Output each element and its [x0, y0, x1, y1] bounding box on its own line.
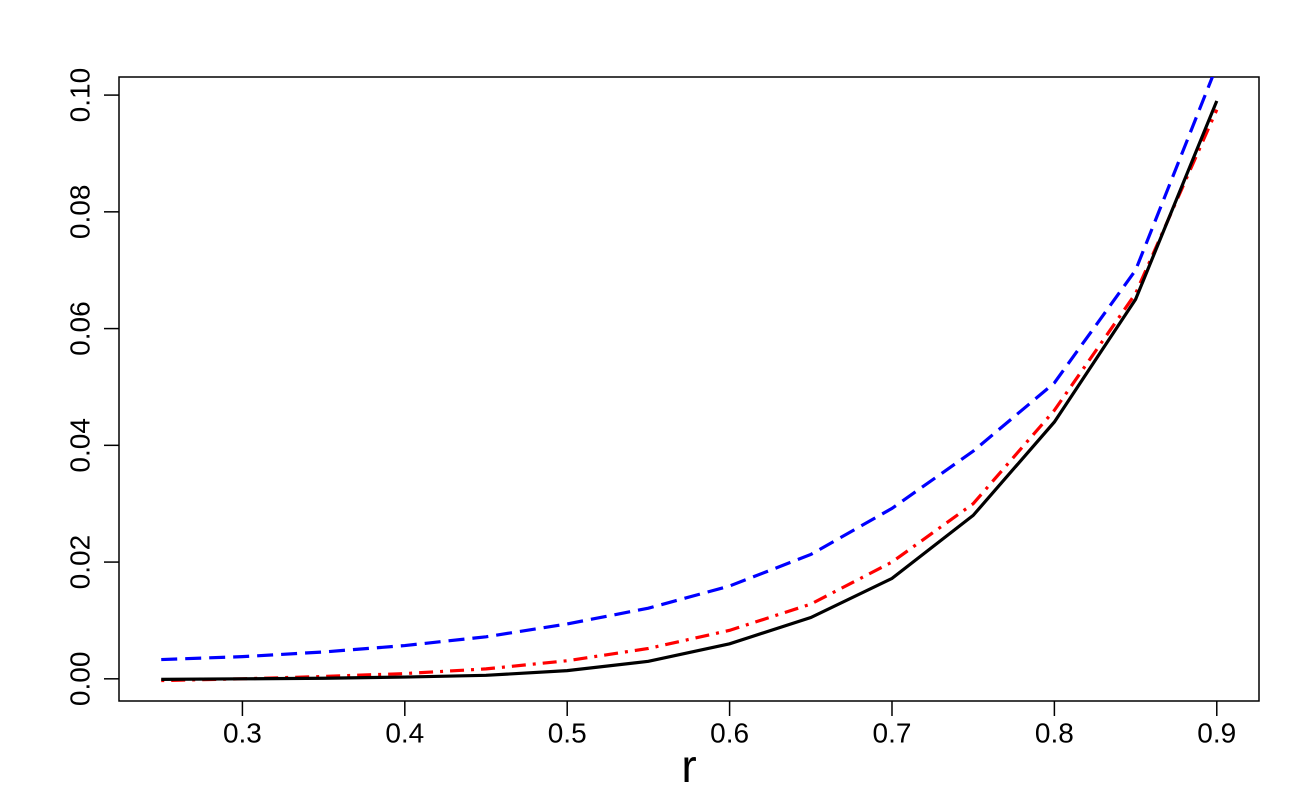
data-line — [161, 100, 1219, 682]
y-tick-label: 0.04 — [64, 418, 95, 473]
data-line — [161, 77, 1215, 662]
y-tick-label: 0.10 — [64, 68, 95, 123]
x-axis-label: r — [681, 740, 696, 792]
y-tick-label: 0.02 — [64, 535, 95, 590]
x-tick-label: 0.9 — [1197, 717, 1236, 748]
x-tick-label: 0.7 — [873, 717, 912, 748]
x-tick-label: 0.5 — [548, 717, 587, 748]
plot-area — [161, 77, 1219, 683]
x-tick-label: 0.3 — [223, 717, 262, 748]
plot-frame — [118, 76, 1260, 702]
y-tick-label: 0.06 — [64, 301, 95, 356]
x-tick-label: 0.4 — [385, 717, 424, 748]
x-tick-label: 0.8 — [1035, 717, 1074, 748]
y-tick-label: 0.08 — [64, 185, 95, 240]
x-tick-label: 0.6 — [710, 717, 749, 748]
y-tick-label: 0.00 — [64, 652, 95, 707]
data-line — [161, 109, 1219, 683]
